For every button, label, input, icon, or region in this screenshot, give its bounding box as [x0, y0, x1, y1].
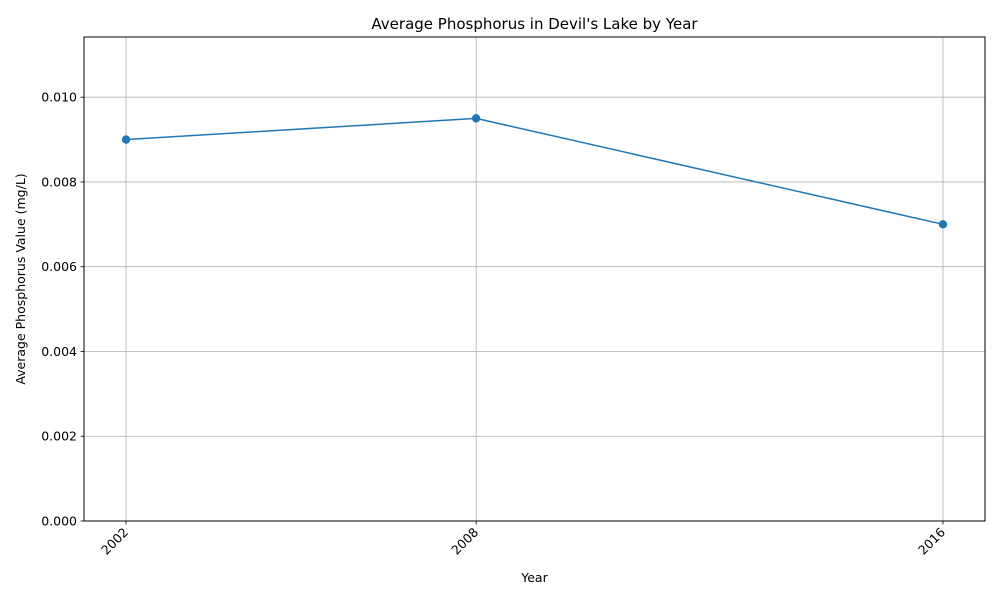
series-line — [125, 117, 944, 226]
data-point — [121, 135, 131, 144]
y-tick-label: 0.000 — [41, 514, 77, 529]
y-tick-label: 0.004 — [41, 344, 77, 359]
y-axis-title: Average Phosphorus Value (mg/L) — [13, 173, 28, 384]
data-point — [938, 220, 948, 229]
x-tick-label: 2002 — [98, 525, 131, 558]
ticks: 0.000 0.002 0.004 0.006 0.008 0.010 2002 2008 20… — [41, 90, 948, 558]
x-axis-title: Year — [520, 570, 548, 585]
y-tick-label: 0.006 — [41, 259, 77, 274]
x-tick-label: 2008 — [448, 524, 481, 557]
chart-title: Average Phosphorus in Devil's Lake by Ye… — [371, 15, 698, 33]
series-layer — [121, 114, 948, 229]
y-tick-label: 0.010 — [41, 90, 77, 105]
data-point — [471, 114, 481, 123]
grid — [84, 37, 985, 522]
x-tick-label: 2016 — [915, 524, 948, 557]
plot-frame — [83, 36, 986, 522]
y-tick-label: 0.008 — [41, 174, 77, 189]
y-tick-label: 0.002 — [41, 429, 77, 444]
